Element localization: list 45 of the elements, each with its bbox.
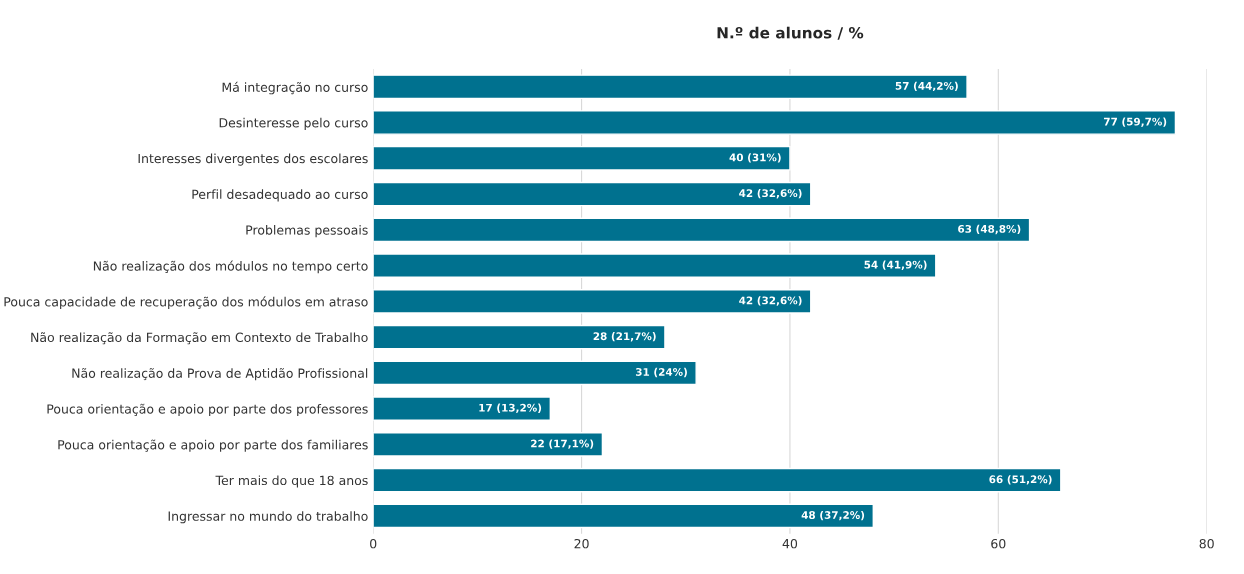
data-label: 66 (51,2%): [989, 475, 1052, 485]
data-label: 17 (13,2%): [479, 403, 542, 413]
bar: [373, 432, 604, 457]
x-tick-label: 80: [1199, 538, 1214, 549]
y-tick-label: Não realização da Formação em Contexto de Trabalho: [31, 332, 368, 345]
y-tick-label: Pouca capacidade de recuperação dos módulos em atraso: [4, 296, 368, 309]
bar: [373, 145, 791, 171]
y-tick-label: Desinteresse pelo curso: [219, 117, 368, 130]
y-tick-label: Interesses divergentes dos escolares: [138, 153, 368, 166]
data-label: 54 (41,9%): [864, 260, 927, 270]
data-label: 42 (32,6%): [739, 296, 802, 306]
data-label: 48 (37,2%): [801, 510, 865, 521]
y-tick-label: Pouca orientação e apoio por parte dos professores: [47, 403, 368, 417]
data-label: 42 (32,6%): [739, 189, 802, 199]
data-label: 22 (17,1%): [531, 439, 594, 449]
data-label: 63 (48,8%): [958, 224, 1021, 235]
data-label: 40 (31%): [729, 153, 781, 163]
y-tick-label: Não realização dos módulos no tempo certo: [93, 260, 368, 274]
bar: [373, 396, 552, 421]
y-tick-label: Ingressar no mundo do trabalho: [168, 511, 368, 524]
x-tick-label: 0: [370, 538, 377, 549]
bar: [373, 360, 697, 386]
y-tick-label: Pouca orientação e apoio por parte dos familiares: [58, 439, 368, 452]
y-tick-label: Perfil desadequado ao curso: [192, 189, 368, 202]
bar: [373, 181, 812, 207]
y-tick-label: Não realização da Prova de Aptidão Profissional: [72, 368, 368, 381]
chart-title: N.º de alunos / %: [717, 26, 864, 40]
bar: [373, 74, 968, 100]
x-tick-label: 40: [782, 538, 798, 549]
data-label: 57 (44,2%): [895, 81, 958, 92]
x-tick-label: 20: [574, 538, 589, 549]
data-label: 77 (59,7%): [1104, 117, 1167, 127]
y-tick-label: Má integração no curso: [222, 81, 368, 95]
bar: [373, 503, 874, 529]
bar: [373, 289, 812, 314]
y-tick-label: Problemas pessoais: [246, 225, 368, 238]
bar: [373, 467, 1062, 493]
x-tick-label: 60: [991, 538, 1006, 549]
data-label: 28 (21,7%): [593, 332, 656, 342]
bar: [373, 253, 937, 278]
data-label: 31 (24%): [635, 367, 687, 378]
bar: [373, 217, 1031, 243]
y-tick-label: Ter mais do que 18 anos: [215, 475, 368, 488]
bar: [373, 110, 1177, 135]
bar: [373, 324, 666, 350]
